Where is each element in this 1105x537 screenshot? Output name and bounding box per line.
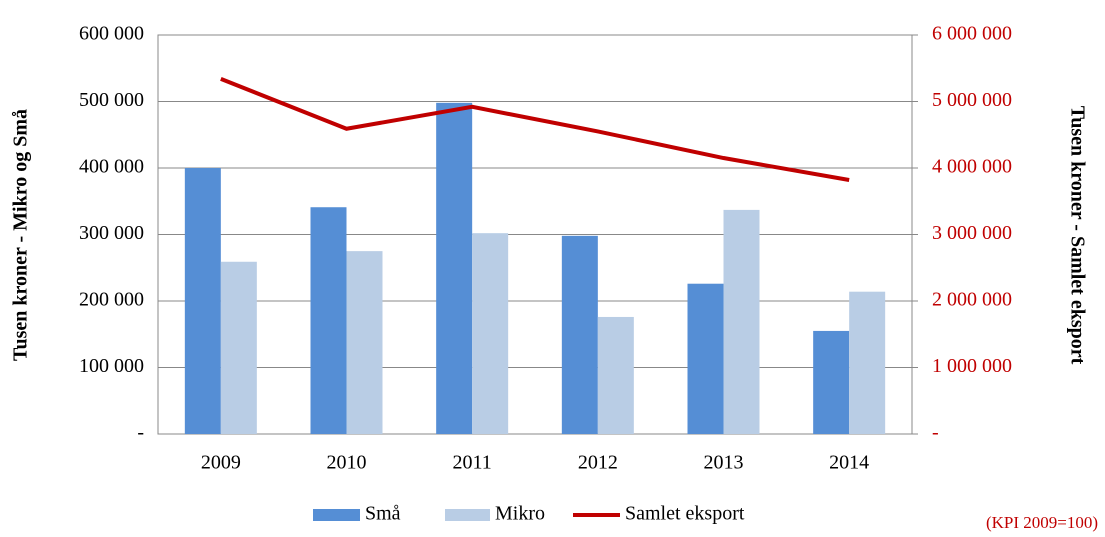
y2-tick-label: 4 000 000 [932,156,1012,178]
y-tick-label: 100 000 [79,355,144,377]
y-tick-label: 600 000 [79,23,144,45]
bar [184,168,221,434]
x-tick-label: 2013 [704,452,744,474]
y2-tick-label: 6 000 000 [932,23,1012,45]
bar [723,209,760,434]
annotation: (KPI 2009=100) [986,513,1098,532]
bar [310,207,347,434]
y-tick-label: 300 000 [79,222,144,244]
x-tick-label: 2009 [201,452,241,474]
x-tick-label: 2014 [829,452,869,474]
legend-swatch [313,509,360,521]
bar [687,283,724,434]
y2-axis-label: Tusen kroner - Samlet eksport [1066,106,1088,365]
y-tick-label: - [137,422,144,444]
y-tick-label: 500 000 [79,89,144,111]
bar [436,102,473,434]
y2-tick-label: 2 000 000 [932,289,1012,311]
bar [813,330,850,434]
y2-tick-label: 1 000 000 [932,355,1012,377]
bar [597,316,634,434]
x-tick-label: 2011 [453,452,492,474]
x-tick-label: 2012 [578,452,618,474]
legend-label: Små [365,503,401,525]
legend-label: Samlet eksport [625,503,745,525]
bar [849,291,886,434]
y2-tick-label: 3 000 000 [932,222,1012,244]
y-axis-label: Tusen kroner - Mikro og Små [10,109,32,361]
y-tick-label: 200 000 [79,289,144,311]
bar [561,235,598,434]
y2-tick-label: 5 000 000 [932,89,1012,111]
legend-label: Mikro [495,503,545,525]
x-tick-label: 2010 [327,452,367,474]
legend-swatch [445,509,490,521]
y-tick-label: 400 000 [79,156,144,178]
bar [472,233,509,434]
bar [220,261,257,434]
y2-tick-label: - [932,422,939,444]
bar [346,251,383,434]
line [220,77,850,182]
